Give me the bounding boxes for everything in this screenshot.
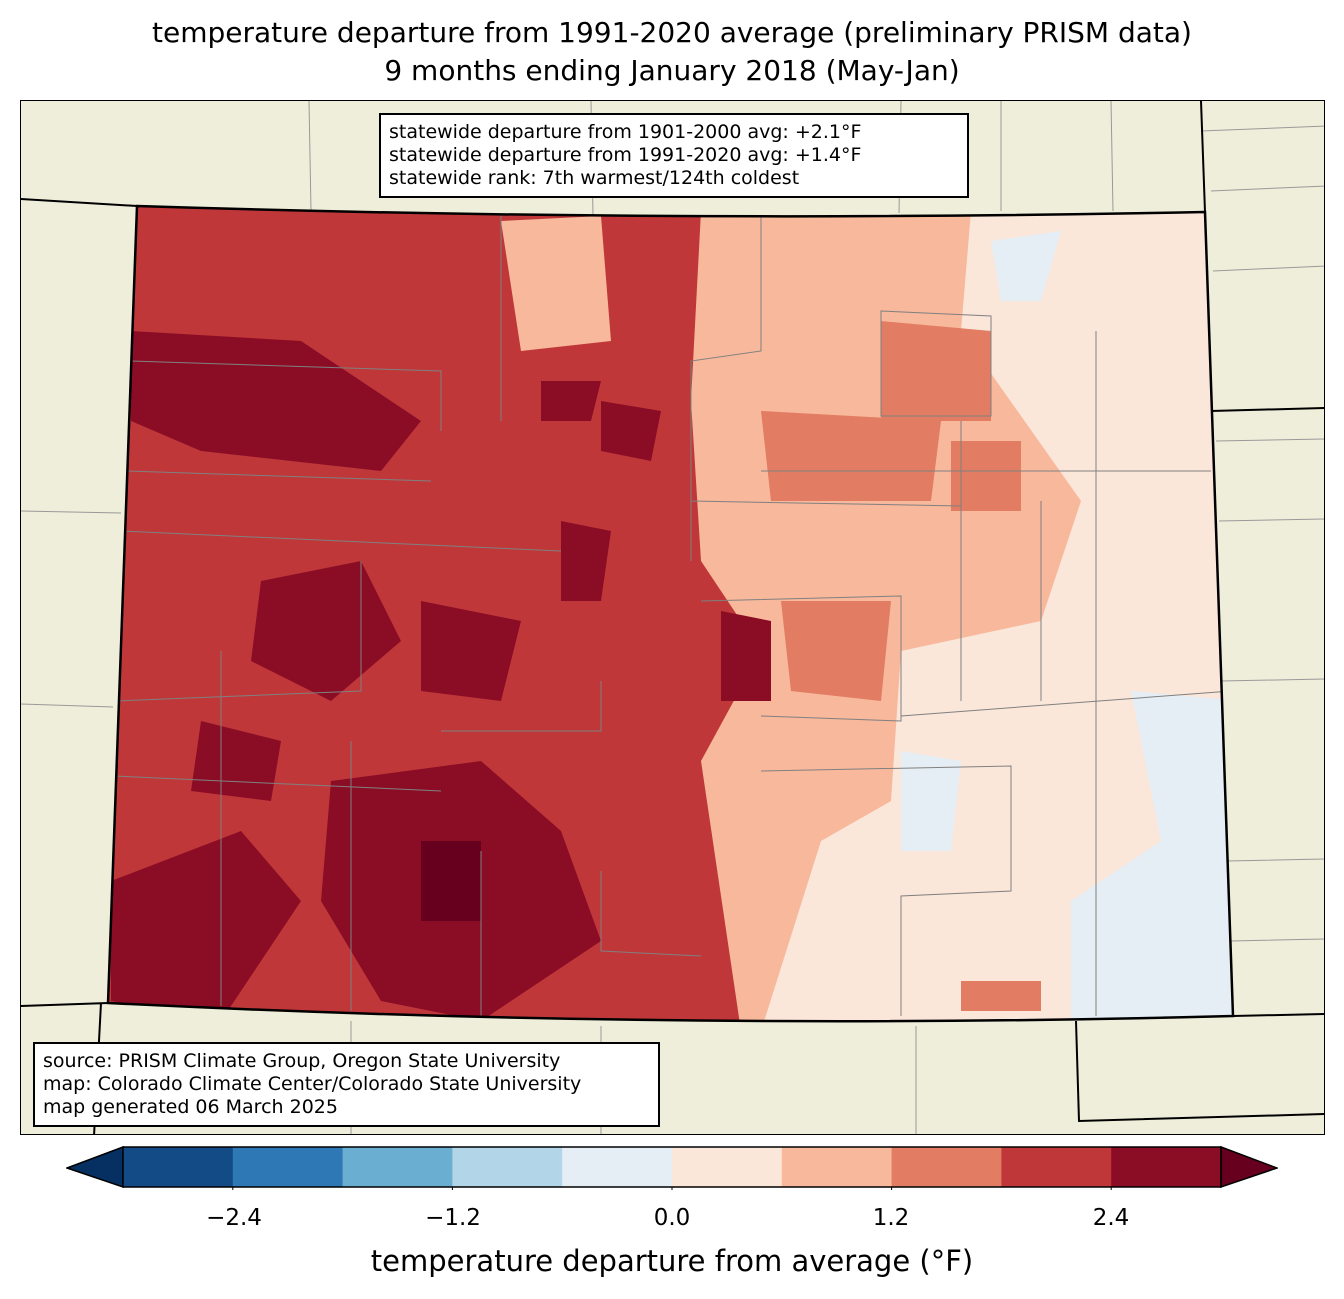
colorbar-segment <box>1001 1147 1112 1187</box>
colorado-temperature-map <box>21 101 1324 1134</box>
source-line: map generated 06 March 2025 <box>43 1096 338 1118</box>
temperature-departure-field <box>108 206 1233 1022</box>
source-line: source: PRISM Climate Group, Oregon Stat… <box>43 1050 561 1072</box>
colorbar-tick: −2.4 <box>206 1205 262 1231</box>
colorbar-over-extend <box>1220 1146 1278 1189</box>
stats-line: statewide departure from 1901-2000 avg: … <box>389 121 862 143</box>
colorbar-tick: 1.2 <box>872 1205 910 1231</box>
colorbar-segment <box>672 1147 783 1187</box>
statewide-stats-box: statewide departure from 1901-2000 avg: … <box>379 113 969 198</box>
state-borders <box>21 101 1324 1134</box>
colorbar-tick: 0.0 <box>653 1205 691 1231</box>
colorbar-tick: 2.4 <box>1092 1205 1130 1231</box>
colorbar-segment <box>781 1147 893 1187</box>
source-line: map: Colorado Climate Center/Colorado St… <box>43 1073 582 1095</box>
colorbar-segment <box>562 1147 673 1187</box>
colorbar-tick: −1.2 <box>425 1205 481 1231</box>
colorbar-segment <box>232 1147 344 1187</box>
map-title-line2: 9 months ending January 2018 (May-Jan) <box>384 54 960 87</box>
colorbar-label: temperature departure from average (°F) <box>370 1244 974 1278</box>
county-boundaries <box>112 211 1232 1021</box>
colorbar-segment <box>342 1147 453 1187</box>
source-box: source: PRISM Climate Group, Oregon Stat… <box>33 1042 660 1127</box>
map-title-line1: temperature departure from 1991-2020 ave… <box>152 16 1192 49</box>
colorbar-segment <box>123 1147 234 1187</box>
colorbar-segment <box>452 1147 563 1187</box>
colorbar-under-extend <box>66 1146 124 1189</box>
colorbar-segment <box>891 1147 1002 1187</box>
stats-line: statewide departure from 1991-2020 avg: … <box>389 144 862 166</box>
colorbar-segment <box>1111 1147 1222 1187</box>
stats-line: statewide rank: 7th warmest/124th coldes… <box>389 167 800 189</box>
colorbar <box>66 1146 1278 1190</box>
map-panel: statewide departure from 1901-2000 avg: … <box>20 100 1325 1135</box>
colorado-border <box>106 204 1235 1023</box>
